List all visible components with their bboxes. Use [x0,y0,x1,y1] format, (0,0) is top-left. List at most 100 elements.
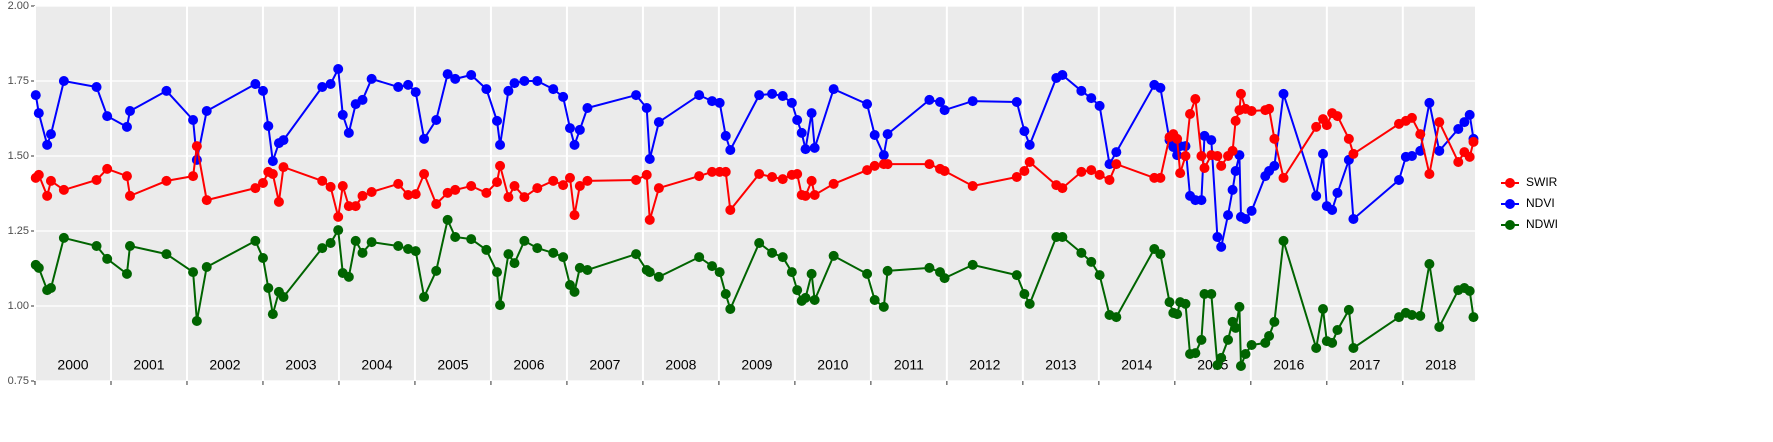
point [419,292,430,302]
point [1057,183,1068,194]
point [558,180,569,191]
point [91,175,102,185]
point [333,64,344,74]
point [800,292,811,303]
point [1332,325,1343,335]
point [862,268,873,279]
point [935,97,946,107]
point [58,232,69,243]
point [257,253,268,263]
point [809,295,820,305]
point [343,127,354,138]
point [1111,147,1122,158]
point [694,90,705,101]
point [1011,97,1022,107]
point [924,159,935,170]
point [882,129,893,140]
point [1406,151,1417,161]
y-tick-label: 1.50 [8,150,29,162]
point [410,189,421,200]
point [102,253,113,264]
y-tick-label: 1.25 [8,225,29,237]
year-label: 2000 [57,357,88,373]
point [725,304,736,314]
point [869,160,880,171]
point [1415,310,1426,321]
legend-key [1505,199,1515,209]
point [45,129,56,140]
point [495,160,506,171]
point [403,190,414,200]
point [1459,117,1470,128]
point [431,265,442,276]
point [509,181,520,191]
point [45,283,56,293]
point [694,171,705,182]
point [410,246,421,257]
point [317,82,328,92]
point [343,271,354,282]
point [1230,322,1241,333]
point [1196,151,1207,161]
point [250,235,261,246]
point [1024,139,1035,150]
point [800,144,811,155]
point [777,174,788,185]
point [191,141,202,152]
year-label: 2007 [589,357,620,373]
point [1406,310,1417,320]
point [1327,337,1338,348]
point [442,187,453,198]
year-label: 2014 [1121,357,1152,373]
point [653,117,664,128]
point [267,309,278,320]
point [777,252,788,263]
point [558,91,569,102]
point [569,210,580,221]
point [1155,82,1166,93]
point [786,267,797,278]
point [878,301,889,312]
point [862,165,873,176]
point [250,183,261,194]
point [631,249,642,260]
point [1212,151,1223,161]
point [1453,124,1464,134]
point [481,84,492,95]
point [91,82,102,92]
point [767,247,778,258]
point [42,190,53,201]
point [201,106,212,116]
point [278,162,289,173]
point [574,124,585,135]
point [503,85,514,96]
point [343,201,354,212]
year-label: 2017 [1349,357,1380,373]
point [1024,298,1035,309]
point [124,190,135,201]
year-label: 2013 [1045,357,1076,373]
point [641,103,652,113]
point [1240,349,1251,359]
point [1269,160,1280,171]
point [1019,166,1030,176]
point [1223,210,1234,221]
point [442,214,453,225]
point [1240,214,1251,224]
point [366,73,377,84]
point [882,265,893,276]
point [519,76,530,86]
point [574,181,585,191]
point [1076,166,1087,177]
point [1111,312,1122,323]
point [1230,115,1241,126]
point [263,121,274,131]
point [809,142,820,153]
point [201,262,212,272]
point [796,127,807,138]
point [569,139,580,150]
point [121,121,132,132]
point [492,115,503,126]
point [481,244,492,255]
